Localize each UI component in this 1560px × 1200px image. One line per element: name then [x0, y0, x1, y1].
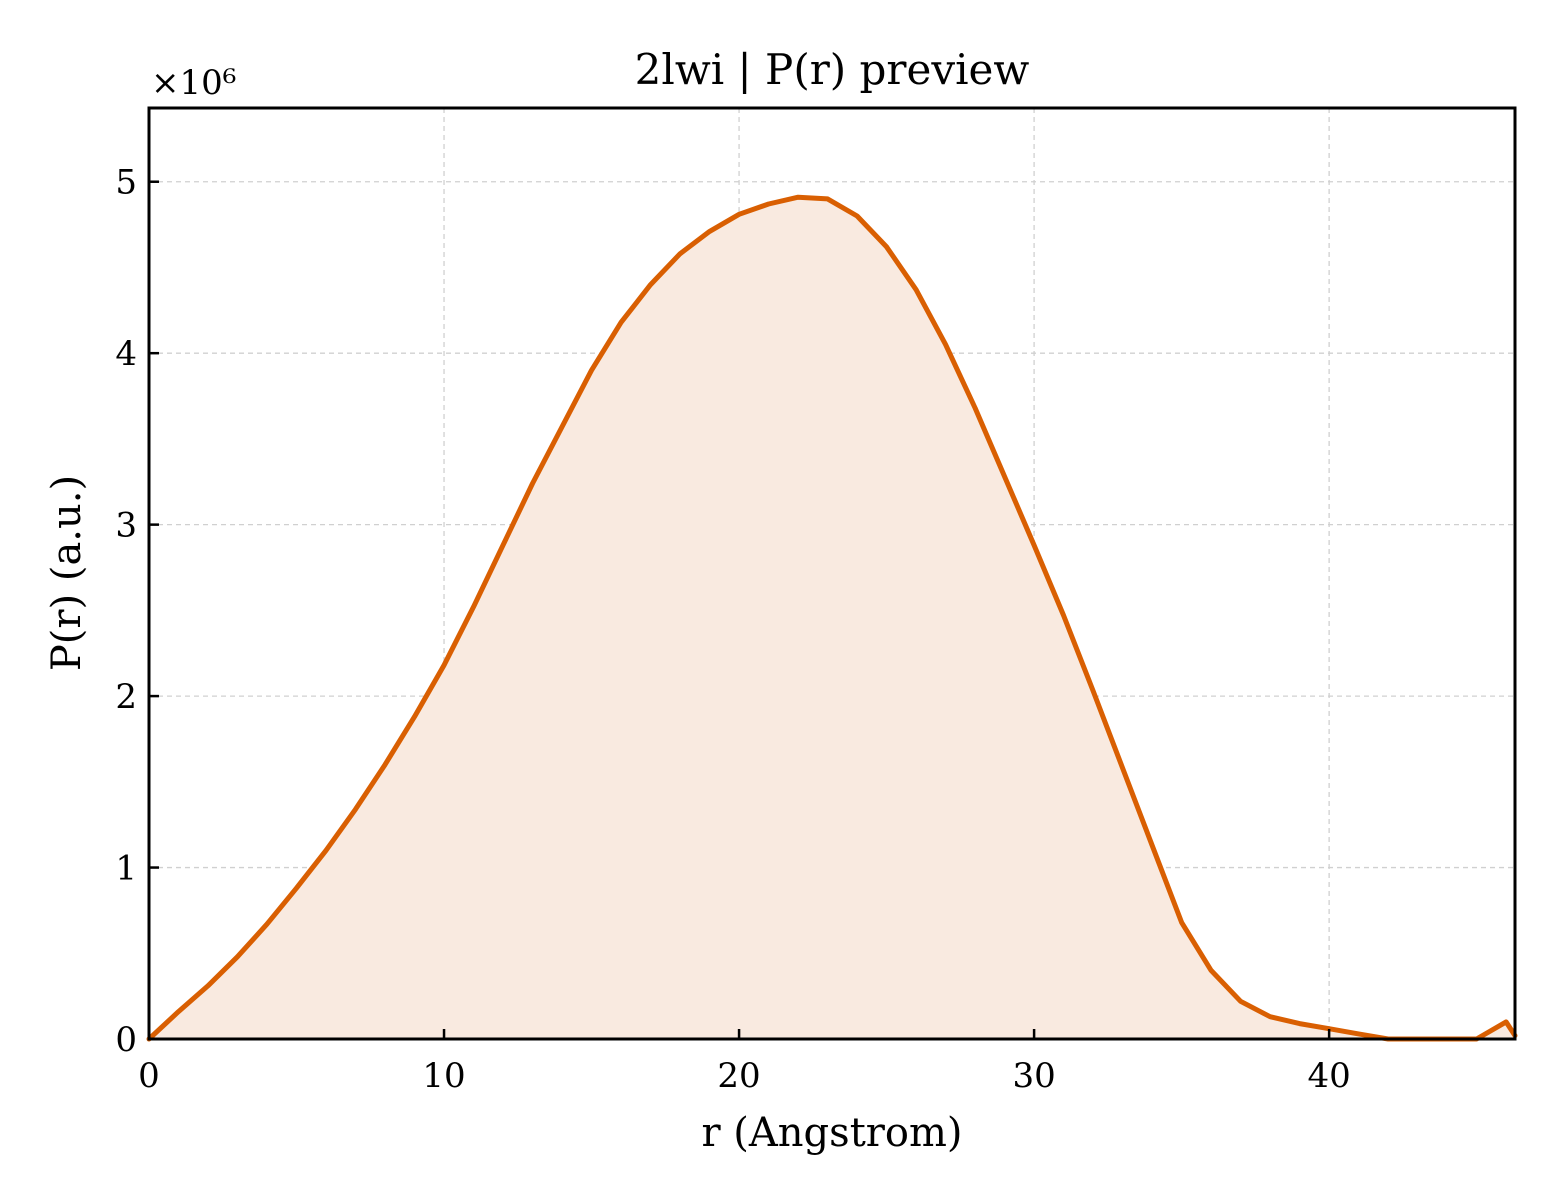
y-tick-label: 4: [115, 334, 137, 374]
y-tick-label: 0: [115, 1020, 137, 1060]
x-tick-label: 0: [138, 1056, 160, 1096]
x-tick-label: 10: [422, 1056, 465, 1096]
x-axis-label: r (Angstrom): [701, 1110, 962, 1156]
plot-frame: [147, 106, 1517, 1041]
chart-title: 2lwi | P(r) preview: [635, 45, 1030, 94]
x-tick-label: 20: [717, 1056, 760, 1096]
y-tick-label: 3: [115, 506, 137, 546]
pr-area-fill: [149, 197, 1515, 1039]
y-multiplier: ×10⁶: [151, 63, 236, 103]
y-tick-label: 5: [115, 163, 137, 203]
x-tick-label: 30: [1012, 1056, 1055, 1096]
ticks: 0 10 20 30 40 0 1 2 3 4 5: [115, 163, 1350, 1096]
x-tick-label: 40: [1307, 1056, 1350, 1096]
pr-series-line: [146, 194, 1518, 1042]
y-axis-label: P(r) (a.u.): [44, 475, 90, 671]
y-tick-label: 1: [115, 849, 137, 889]
y-tick-label: 2: [115, 677, 137, 717]
